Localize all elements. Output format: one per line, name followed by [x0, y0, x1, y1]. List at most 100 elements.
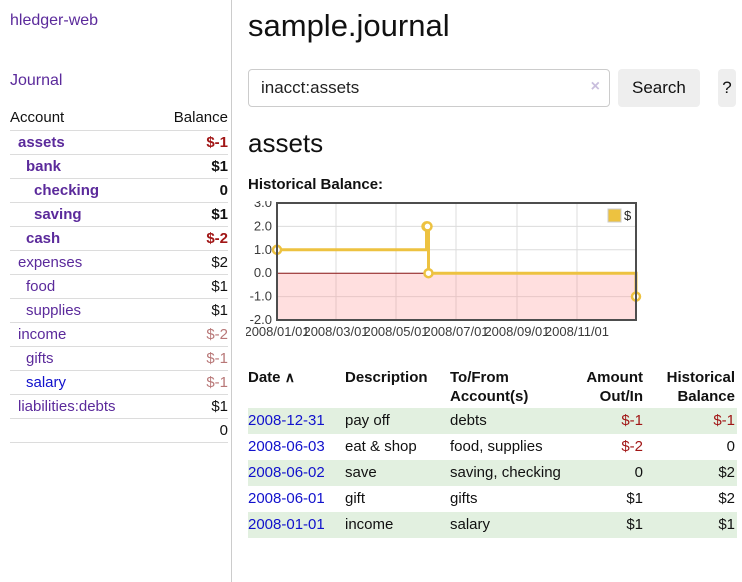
account-balance: $-1: [206, 134, 228, 151]
account-link-liabilities-debts[interactable]: liabilities:debts: [18, 398, 116, 415]
transaction-accounts: saving, checking: [450, 464, 561, 481]
account-link-saving[interactable]: saving: [34, 206, 82, 223]
account-link-assets[interactable]: assets: [18, 134, 65, 151]
y-tick-label: 3.0: [254, 201, 272, 210]
sidebar: hledger-web Journal Account Balance asse…: [0, 0, 232, 582]
account-balance: $1: [211, 158, 228, 175]
transaction-row[interactable]: 2008-06-03 eat & shop food, supplies $-2 0: [248, 434, 737, 460]
account-row: assets $-1: [10, 131, 228, 155]
chart-title: Historical Balance:: [248, 176, 384, 193]
transaction-balance: $2: [718, 490, 735, 507]
account-row: salary $-1: [10, 371, 228, 395]
transaction-date-link[interactable]: 2008-01-01: [248, 516, 325, 533]
transaction-accounts: salary: [450, 516, 491, 533]
date-header-label: Date: [248, 369, 281, 386]
search-input-wrap: ×: [248, 69, 610, 107]
account-row: liabilities:debts $1: [10, 395, 228, 419]
y-tick-label: -2.0: [250, 312, 272, 327]
data-point-marker: [423, 267, 434, 279]
account-balance: $-1: [206, 350, 228, 367]
account-row: food $1: [10, 275, 228, 299]
transaction-accounts: debts: [450, 412, 487, 429]
account-row: saving $1: [10, 203, 228, 227]
transaction-balance: $2: [718, 464, 735, 481]
account-balance: $1: [211, 278, 228, 295]
account-heading: assets: [248, 128, 324, 158]
y-tick-label: 2.0: [254, 218, 272, 233]
account-row: supplies $1: [10, 299, 228, 323]
x-tick-label: 2008/11/01: [545, 324, 609, 339]
transaction-amount: 0: [634, 464, 643, 481]
register-header-date[interactable]: Date ∧: [248, 366, 345, 408]
account-row: gifts $-1: [10, 347, 228, 371]
accounts-header-account: Account: [10, 109, 65, 126]
balance-chart-svg: $3.0 2.0 1.0 0.0 -1.0 -2.02008/01/012008/03/0…: [244, 195, 642, 339]
transaction-row[interactable]: 2008-06-01 gift gifts $1 $2: [248, 486, 737, 512]
y-tick-label: 1.0: [254, 242, 272, 257]
transaction-accounts: food, supplies: [450, 438, 543, 455]
account-link-cash[interactable]: cash: [26, 230, 61, 247]
y-tick-label: 0.0: [254, 265, 272, 280]
app-title-link[interactable]: hledger-web: [10, 12, 99, 29]
account-row: bank $1: [10, 155, 228, 179]
accounts-header-balance: Balance: [173, 109, 228, 126]
register-header-row: Date ∧ Description To/From Account(s) Am…: [248, 366, 737, 408]
transaction-row[interactable]: 2008-06-02 save saving, checking 0 $2: [248, 460, 737, 486]
account-link-food[interactable]: food: [26, 278, 56, 295]
account-row: checking 0: [10, 179, 228, 203]
account-link-expenses[interactable]: expenses: [18, 254, 83, 271]
account-row: expenses $2: [10, 251, 228, 275]
transaction-description: save: [345, 464, 377, 481]
transaction-row[interactable]: 2008-12-31 pay off debts $-1 $-1: [248, 408, 737, 434]
sort-ascending-icon: ∧: [284, 369, 295, 385]
account-link-bank[interactable]: bank: [26, 158, 62, 175]
sidebar-item-journal[interactable]: Journal: [10, 72, 63, 89]
x-tick-label: 2008/01/01: [246, 324, 310, 339]
account-balance: $1: [211, 302, 228, 319]
transaction-date-link[interactable]: 2008-12-31: [248, 412, 325, 429]
account-balance: $1: [211, 398, 228, 415]
account-link-gifts[interactable]: gifts: [26, 350, 54, 367]
account-balance: $-2: [206, 230, 228, 247]
transaction-description: gift: [345, 490, 366, 507]
transaction-date-link[interactable]: 2008-06-01: [248, 490, 325, 507]
search-input[interactable]: [248, 69, 610, 107]
main-content: sample.journal × Search ? assets Histori…: [233, 0, 742, 538]
search-button[interactable]: Search: [618, 69, 700, 107]
y-tick-label: -1.0: [250, 289, 272, 304]
register-header-balance: Historical Balance: [666, 369, 735, 405]
register-header-amount: Amount Out/In: [586, 369, 643, 405]
register-table: Date ∧ Description To/From Account(s) Am…: [248, 366, 737, 538]
account-row: cash $-2: [10, 227, 228, 251]
account-link-supplies[interactable]: supplies: [26, 302, 82, 319]
account-balance: $2: [211, 254, 228, 271]
accounts-total-value: 0: [219, 422, 228, 439]
account-link-salary[interactable]: salary: [26, 374, 67, 391]
register-body: 2008-12-31 pay off debts $-1 $-1 2008-06-03 ea…: [248, 408, 737, 538]
legend-label: $: [624, 208, 632, 223]
transaction-amount: $1: [626, 490, 643, 507]
account-link-checking[interactable]: checking: [34, 182, 100, 199]
account-balance: $-1: [206, 374, 228, 391]
account-row: income $-2: [10, 323, 228, 347]
transaction-date-link[interactable]: 2008-06-02: [248, 464, 325, 481]
page-title: sample.journal: [248, 8, 450, 43]
account-balance: $-2: [206, 326, 228, 343]
transaction-accounts: gifts: [450, 490, 478, 507]
accounts-total-row: 0: [10, 418, 228, 443]
balance-chart: $3.0 2.0 1.0 0.0 -1.0 -2.0 2008/01/01 2008/03/0…: [244, 195, 644, 347]
clear-search-icon[interactable]: ×: [590, 78, 600, 95]
account-link-income[interactable]: income: [18, 326, 67, 343]
transaction-description: income: [345, 516, 394, 533]
search-form: × Search ?: [248, 69, 736, 107]
accounts-header-row: Account Balance: [10, 106, 228, 131]
transaction-description: pay off: [345, 412, 390, 429]
account-balance: 0: [219, 182, 228, 199]
register-header-accounts: To/From Account(s): [450, 369, 529, 405]
transaction-date-link[interactable]: 2008-06-03: [248, 438, 325, 455]
x-tick-label: 2008/09/01: [484, 324, 549, 339]
legend-swatch: [607, 208, 622, 223]
transaction-balance: 0: [726, 438, 735, 455]
transaction-row[interactable]: 2008-01-01 income salary $1 $1: [248, 512, 737, 538]
help-button[interactable]: ?: [717, 69, 736, 107]
